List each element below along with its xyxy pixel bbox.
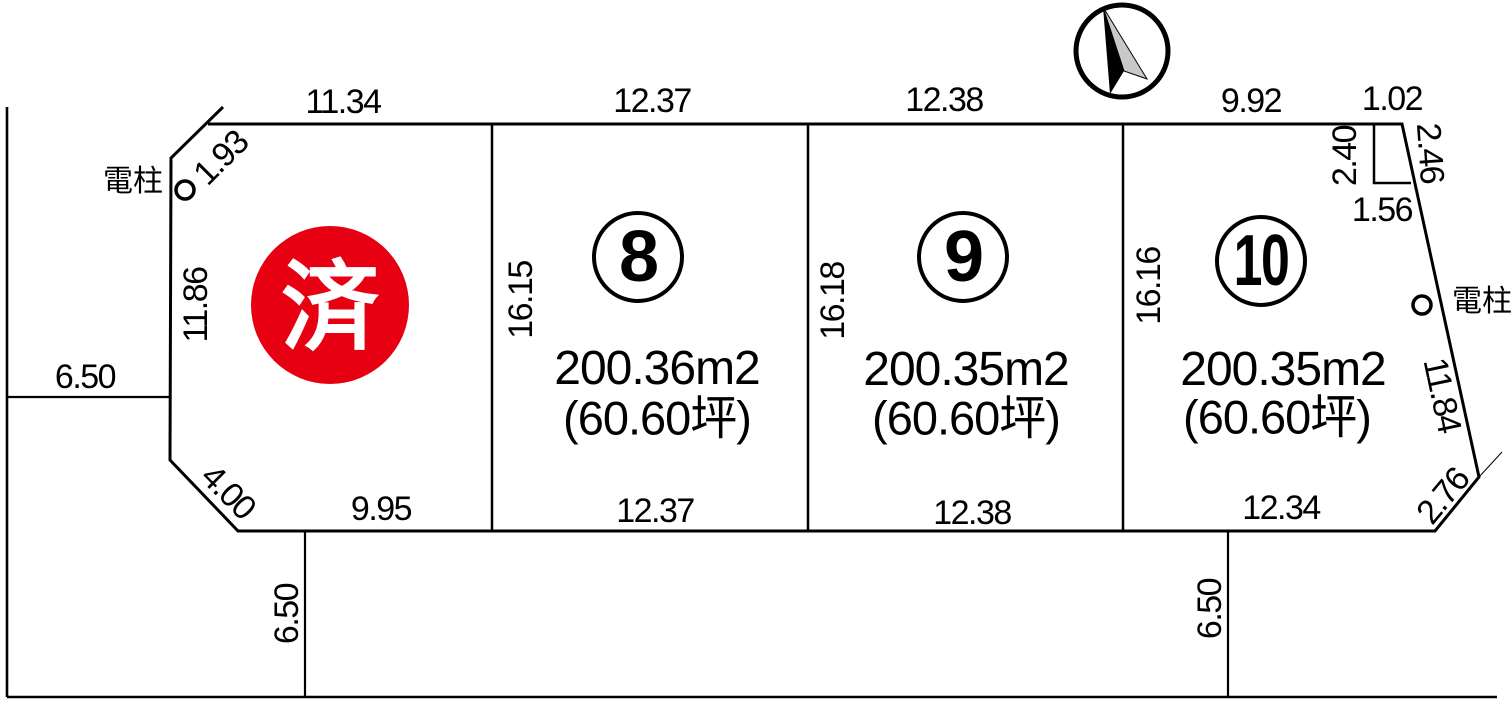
dim-bottom-sold-lot: 9.95: [350, 490, 413, 528]
utility-pole-icon-right: [1411, 294, 1433, 316]
dim-bottom-lot10: 12.34: [1242, 489, 1321, 527]
parcel-outline: [168, 105, 1481, 533]
dim-bottom-lot9: 12.38: [933, 494, 1012, 532]
dim-bottom-lot8: 12.37: [616, 492, 695, 530]
lot10-number: 10: [1233, 221, 1290, 301]
lot8-area-m2: 200.36m2: [554, 342, 760, 395]
lot8-area-tsubo: (60.60坪): [563, 391, 752, 445]
dim-left-lot9: 16.18: [814, 262, 852, 340]
lot10-area-m2: 200.35m2: [1180, 343, 1386, 396]
dim-road-bottom-right-width: 6.50: [1191, 578, 1229, 640]
dim-left-lot10: 16.16: [1130, 247, 1168, 325]
lot10-number-badge: 10: [1215, 215, 1307, 307]
lot8-number-badge: 8: [592, 211, 684, 303]
dim-notch-top: 1.02: [1361, 80, 1424, 118]
lot10-area-tsubo: (60.60坪): [1183, 390, 1372, 444]
north-arrow-icon: [1073, 2, 1171, 100]
dim-road-bottom-left-width: 6.50: [268, 583, 306, 645]
sold-stamp-text: 済: [280, 252, 380, 362]
sold-stamp-circle: [251, 226, 409, 384]
dim-top-lot10: 9.92: [1220, 82, 1283, 120]
dim-top-lot8: 12.37: [613, 82, 692, 120]
dim-left-sold-lot: 11.86: [177, 267, 215, 343]
lot9-number: 9: [943, 217, 984, 297]
dim-notch-left: 2.40: [1326, 125, 1364, 187]
lot9-area-tsubo: (60.60坪): [872, 391, 1061, 445]
utility-pole-label-left: 電柱: [103, 165, 163, 198]
lot8-number: 8: [618, 217, 659, 297]
lot9-number-badge: 9: [917, 211, 1009, 303]
dim-notch-bottom: 1.56: [1351, 191, 1414, 229]
corner-notch-lines: [1372, 124, 1411, 185]
dim-top-lot9: 12.38: [905, 81, 984, 119]
dim-left-lot8: 16.15: [502, 261, 540, 339]
utility-pole-icon-left: [174, 179, 196, 201]
lot9-area-m2: 200.35m2: [863, 343, 1069, 396]
corner-tick-line: [1478, 451, 1503, 478]
dim-road-left-width: 6.50: [54, 358, 117, 396]
utility-pole-label-right: 電柱: [1452, 285, 1512, 318]
dim-top-sold-lot: 11.34: [305, 83, 382, 121]
dim-notch-diagonal: 2.46: [1408, 121, 1452, 185]
